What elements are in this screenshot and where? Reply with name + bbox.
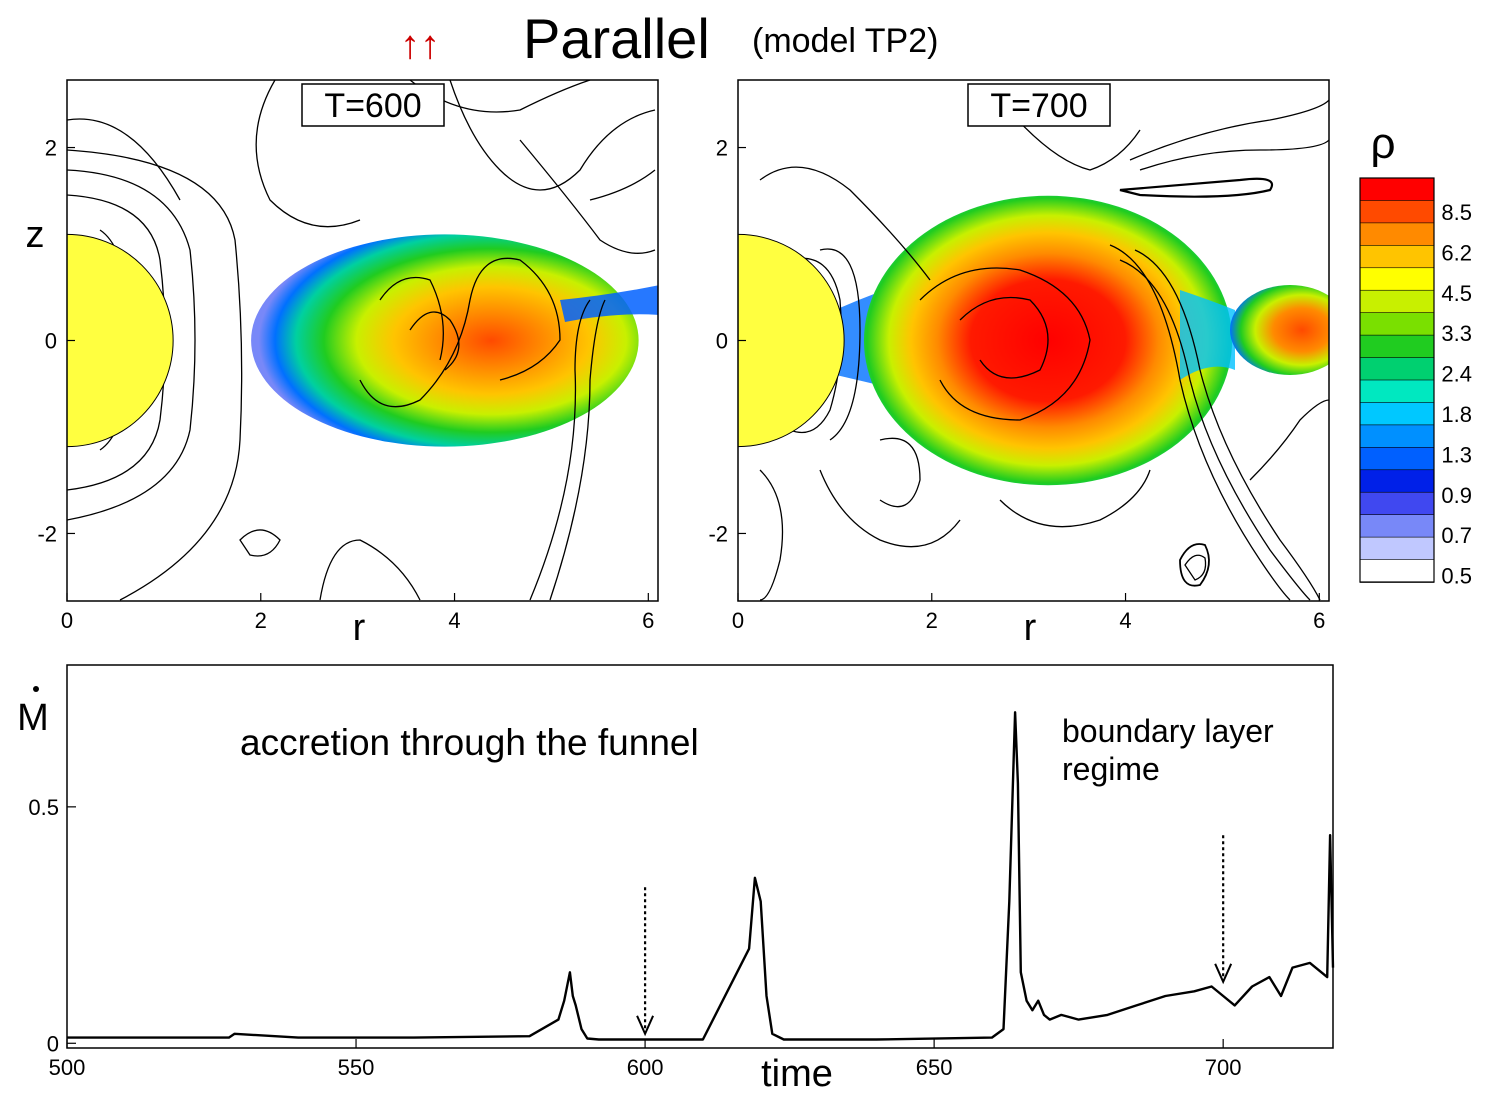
colorbar-labels: 8.5 6.2 4.5 3.3 2.4 1.8 1.3 0.9 0.7 0.5 xyxy=(1441,200,1472,589)
colorbar-label: 4.5 xyxy=(1441,281,1472,306)
right-time-label: T=700 xyxy=(990,87,1087,125)
timeseries-y-tick-label: 0 xyxy=(47,1031,59,1056)
right-plot-area xyxy=(738,80,1329,601)
left-x-tick-label: 4 xyxy=(448,608,460,633)
left-disk-tail xyxy=(560,285,658,322)
right-disk-bridge xyxy=(1180,290,1235,380)
time-marker-arrow-head xyxy=(636,1015,654,1037)
left-x-ticks: 0 2 4 6 xyxy=(61,593,654,633)
right-field-lines xyxy=(759,99,1329,601)
left-field-lines xyxy=(67,80,656,601)
colorbar-label: 6.2 xyxy=(1441,240,1472,265)
timeseries-y-axis-label: M xyxy=(17,697,49,739)
timeseries-y-tick-label: 0.5 xyxy=(28,795,59,820)
colorbar-swatch xyxy=(1359,289,1435,314)
left-density-blob xyxy=(251,234,639,447)
colorbar-swatch xyxy=(1359,514,1435,538)
left-y-axis-label: z xyxy=(26,214,45,256)
timeseries-x-tick-label: 600 xyxy=(627,1055,664,1080)
colorbar-swatch xyxy=(1359,469,1435,494)
timeseries-x-tick-label: 500 xyxy=(49,1055,86,1080)
colorbar-swatch xyxy=(1359,402,1435,426)
left-x-tick-label: 0 xyxy=(61,608,73,633)
colorbar-swatch xyxy=(1359,267,1435,292)
colorbar-swatch xyxy=(1359,491,1435,516)
right-y-tick-label: 2 xyxy=(716,136,728,161)
colorbar-frame xyxy=(1359,177,1435,583)
timeseries-x-axis-label: time xyxy=(761,1053,833,1095)
left-y-tick-label: -2 xyxy=(37,521,57,546)
mdot-dot xyxy=(33,686,39,692)
right-time-label-box xyxy=(967,83,1111,127)
left-plot-area xyxy=(67,80,658,601)
figure-title: Parallel xyxy=(523,7,710,70)
colorbar-label: 1.3 xyxy=(1441,442,1472,467)
colorbar-label: 3.3 xyxy=(1441,321,1472,346)
colorbar-swatch xyxy=(1359,177,1435,202)
colorbar-swatch xyxy=(1359,424,1435,449)
right-edge-blob xyxy=(1230,285,1329,375)
colorbar-swatch xyxy=(1359,334,1435,359)
colorbar-label: 0.7 xyxy=(1441,523,1472,548)
timeseries-x-tick-label: 700 xyxy=(1205,1055,1242,1080)
right-x-tick-label: 0 xyxy=(732,608,744,633)
colorbar-swatch xyxy=(1359,536,1435,561)
right-y-ticks: 2 0 -2 xyxy=(708,136,746,546)
colorbar-swatch xyxy=(1359,559,1435,583)
left-x-tick-label: 6 xyxy=(642,608,654,633)
right-density-panel: T=700 0 2 4 6 2 0 -2 r xyxy=(708,79,1330,649)
colorbar-label: 8.5 xyxy=(1441,200,1472,225)
timeseries-frame xyxy=(66,664,1334,1049)
figure-subtitle: (model TP2) xyxy=(752,22,938,60)
colorbar-swatch xyxy=(1359,200,1435,224)
right-x-ticks: 0 2 4 6 xyxy=(732,593,1325,633)
right-x-axis-label: r xyxy=(1024,607,1037,649)
right-y-tick-label: -2 xyxy=(708,521,728,546)
colorbar-label: 1.8 xyxy=(1441,402,1472,427)
left-y-tick-label: 2 xyxy=(45,136,57,161)
colorbar-swatch xyxy=(1359,447,1435,471)
left-time-label-box xyxy=(301,83,445,127)
mdot-series-line xyxy=(67,711,1335,1041)
left-density-panel: T=600 0 2 4 6 2 0 -2 r z xyxy=(26,79,659,649)
colorbar-swatch xyxy=(1359,245,1435,269)
right-x-tick-label: 2 xyxy=(926,608,938,633)
timeseries-title: accretion through the funnel xyxy=(240,722,699,763)
right-star xyxy=(738,233,845,448)
colorbar-swatch xyxy=(1359,312,1435,336)
boundary-layer-label-line1: boundary layer xyxy=(1062,713,1274,749)
colorbar-swatches xyxy=(1359,177,1435,583)
colorbar-swatch xyxy=(1359,379,1435,404)
timeseries-y-ticks: 00.5 xyxy=(28,795,76,1056)
timeseries-x-ticks: 500 550 600 650 700 xyxy=(49,1039,1242,1080)
title-arrows: ↑↑ xyxy=(400,23,440,67)
timeseries-x-tick-label: 650 xyxy=(916,1055,953,1080)
time-marker-arrow-head xyxy=(1214,963,1233,985)
left-x-tick-label: 2 xyxy=(255,608,267,633)
right-x-tick-label: 6 xyxy=(1313,608,1325,633)
colorbar-swatch xyxy=(1359,222,1435,247)
density-colorbar: ρ 8.5 6.2 4.5 3.3 2.4 1.8 1.3 0.9 0.7 0.5 xyxy=(1359,119,1472,589)
left-y-ticks: 2 0 -2 xyxy=(37,136,75,546)
timeseries-x-tick-label: 550 xyxy=(338,1055,375,1080)
colorbar-label: 0.5 xyxy=(1441,564,1472,589)
colorbar-symbol: ρ xyxy=(1370,119,1395,168)
left-x-axis-label: r xyxy=(353,607,366,649)
left-star xyxy=(67,233,174,448)
right-x-tick-label: 4 xyxy=(1119,608,1131,633)
colorbar-swatch xyxy=(1359,357,1435,381)
left-y-tick-label: 0 xyxy=(45,329,57,354)
colorbar-label: 0.9 xyxy=(1441,483,1472,508)
boundary-layer-label-line2: regime xyxy=(1062,751,1160,787)
colorbar-label: 2.4 xyxy=(1441,362,1472,387)
right-y-tick-label: 0 xyxy=(716,329,728,354)
accretion-rate-plot: 500 550 600 650 700 00.5 accretion through t… xyxy=(17,664,1335,1095)
timeseries-markers xyxy=(636,835,1233,1037)
left-time-label: T=600 xyxy=(324,87,421,125)
